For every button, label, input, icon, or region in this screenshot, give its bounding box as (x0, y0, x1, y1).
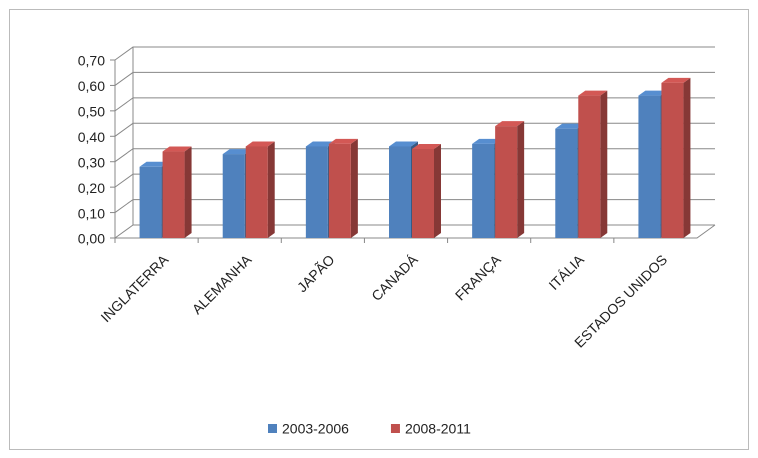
bar-top (222, 149, 252, 155)
bar-top (578, 90, 608, 96)
bar-front (245, 146, 268, 238)
y-tick-label: 0,00 (78, 231, 105, 247)
bar-front (389, 146, 411, 238)
bar-top (661, 77, 691, 83)
bar-top (495, 121, 525, 127)
y-tick-label: 0,30 (78, 154, 105, 170)
bar-front (661, 82, 684, 238)
bar (328, 138, 358, 238)
grid-line (114, 97, 715, 112)
legend-label: 2008-2011 (405, 421, 471, 437)
grid-line (114, 46, 715, 61)
bar-top (389, 141, 418, 147)
bar (162, 146, 192, 238)
y-tick-label: 0,10 (78, 205, 105, 221)
bar-side (600, 90, 608, 238)
bar-top (139, 161, 169, 167)
grid-line (114, 71, 715, 86)
bar-front (578, 95, 601, 238)
bar-top (638, 90, 668, 96)
bar-front (139, 166, 162, 238)
bar-front (328, 143, 351, 238)
bar (578, 90, 608, 238)
legend-swatch (268, 424, 277, 433)
bar-front (472, 143, 495, 238)
y-tick-label: 0,60 (78, 78, 105, 94)
bar-top (162, 146, 192, 152)
bar-front (412, 149, 434, 238)
bar-side (517, 121, 525, 238)
bar-front (555, 128, 578, 238)
bar-side (683, 77, 691, 238)
bar-top (472, 138, 502, 144)
bar (245, 141, 275, 238)
bar (495, 121, 525, 238)
bar-top (245, 141, 275, 147)
bar-top (328, 138, 358, 144)
y-tick-label: 0,50 (78, 104, 105, 120)
bar-side (434, 144, 441, 238)
bar-top (555, 123, 585, 129)
legend-label: 2003-2006 (282, 421, 349, 437)
bar-front (305, 146, 328, 238)
bar-side (350, 138, 358, 238)
bar-front (495, 126, 518, 238)
chart-border (9, 9, 749, 450)
bar-top (305, 141, 335, 147)
bar-side (184, 146, 192, 238)
bar-front (638, 95, 661, 238)
bar-top (412, 144, 441, 149)
bar (412, 144, 441, 238)
y-tick-label: 0,20 (78, 180, 105, 196)
y-tick-label: 0,70 (78, 53, 105, 69)
bar-side (267, 141, 275, 238)
bar-front (162, 151, 185, 238)
legend-swatch (390, 424, 400, 433)
bar (661, 77, 691, 238)
bar-front (222, 154, 245, 238)
y-tick-label: 0,40 (78, 129, 105, 145)
